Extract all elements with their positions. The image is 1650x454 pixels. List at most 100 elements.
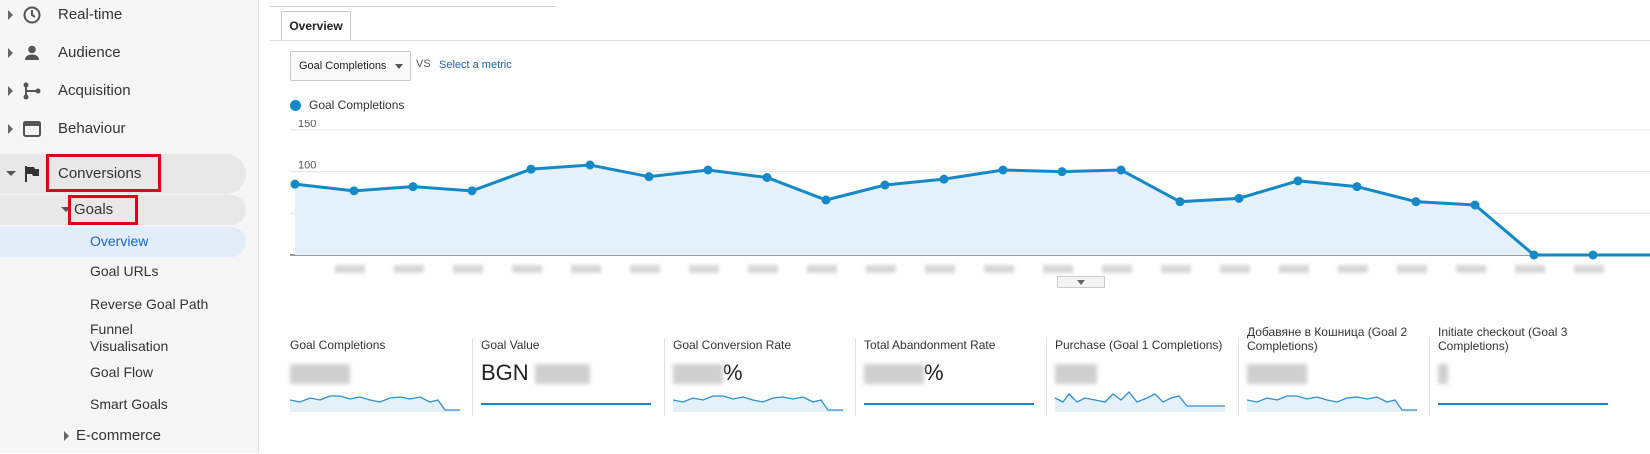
x-tick-label <box>1220 265 1250 273</box>
data-point <box>762 173 772 182</box>
data-point <box>1411 197 1421 207</box>
sidebar-item-realtime[interactable]: Real-time <box>0 0 248 33</box>
sidebar-item-goals[interactable]: Goals <box>58 192 218 228</box>
kpi-value: % <box>864 360 944 386</box>
x-tick-label <box>866 265 896 273</box>
goal-completions-chart: 150100500 <box>290 120 1650 260</box>
sidebar-item-acquisition[interactable]: Acquisition <box>0 73 248 109</box>
kpi-title: Goal Completions <box>290 338 386 352</box>
sidebar-item-label: Audience <box>58 44 121 61</box>
chart-collapse-button[interactable] <box>1057 276 1105 288</box>
sidebar-item-ecommerce[interactable]: E-commerce <box>58 418 218 454</box>
caret-down-icon <box>6 171 16 176</box>
y-tick-label: 100 <box>298 160 316 172</box>
legend-label[interactable]: Goal Completions <box>309 98 405 112</box>
x-tick-label <box>748 265 778 273</box>
acquisition-icon <box>23 82 41 100</box>
kpi-card[interactable]: Добавяне в Кошница (Goal 2 Completions) <box>1247 325 1437 416</box>
kpi-value <box>1247 360 1307 386</box>
x-tick-label <box>1515 265 1545 273</box>
x-tick-label <box>689 265 719 273</box>
legend-dot-icon <box>290 100 301 111</box>
kpi-value-suffix: % <box>924 360 944 385</box>
sidebar-item-label: Conversions <box>58 165 142 182</box>
kpi-title: Purchase (Goal 1 Completions) <box>1055 338 1223 352</box>
x-tick-label <box>1397 265 1427 273</box>
kpi-sparkline <box>864 403 1034 412</box>
sidebar-item-label: E-commerce <box>76 427 162 444</box>
tab-overview[interactable]: Overview <box>281 11 351 41</box>
kpi-sparkline-area <box>1055 392 1225 412</box>
series-area <box>295 165 1650 255</box>
goals-callout-box <box>68 195 138 225</box>
data-point <box>1057 167 1067 177</box>
sidebar-item-goals-overview[interactable]: Overview <box>90 233 149 249</box>
kpi-sparkline-line <box>673 395 843 411</box>
chevron-down-icon <box>395 64 403 69</box>
sidebar-item-funnel-visualisation[interactable]: Funnel Visualisation <box>90 321 169 354</box>
x-tick-label <box>1338 265 1368 273</box>
kpi-value-redacted <box>673 364 723 385</box>
sidebar-item-smart-goals[interactable]: Smart Goals <box>90 396 168 412</box>
kpi-sparkline <box>1055 391 1225 412</box>
sidebar-item-reverse-goal-path[interactable]: Reverse Goal Path <box>90 296 209 312</box>
person-icon <box>25 45 39 60</box>
y-tick-label: 150 <box>298 120 316 130</box>
kpi-separator <box>1429 338 1430 416</box>
kpi-value <box>290 360 350 386</box>
overview-highlight <box>0 227 246 257</box>
data-point <box>1175 197 1185 207</box>
conversions-callout-box <box>46 154 161 192</box>
metric-select[interactable]: Goal Completions <box>290 51 411 81</box>
caret-down-icon <box>61 207 71 212</box>
kpi-sparkline <box>290 395 460 412</box>
select-metric-link[interactable]: Select a metric <box>439 59 512 71</box>
kpi-value-redacted <box>1247 364 1307 385</box>
behaviour-icon <box>23 121 41 137</box>
kpi-card[interactable]: Goal Value BGN <box>481 338 671 416</box>
kpi-sparkline-line <box>1247 395 1417 411</box>
kpi-value-redacted <box>1438 364 1448 385</box>
kpi-value-prefix: BGN <box>481 360 535 385</box>
kpi-sparkline <box>673 395 843 412</box>
sidebar-item-goal-urls[interactable]: Goal URLs <box>90 263 159 279</box>
x-tick-label <box>807 265 837 273</box>
data-point <box>1470 200 1480 210</box>
kpi-sparkline-area <box>864 404 1034 412</box>
x-tick-label <box>453 265 483 273</box>
data-point <box>1588 250 1598 260</box>
sidebar-item-label: Behaviour <box>58 120 126 137</box>
kpi-card[interactable]: Goal Conversion Rate% <box>673 338 863 416</box>
x-tick-label <box>630 265 660 273</box>
kpi-sparkline-area <box>673 396 843 412</box>
x-tick-label <box>1102 265 1132 273</box>
kpi-sparkline <box>1247 395 1417 412</box>
data-point <box>821 195 831 205</box>
kpi-card[interactable]: Total Abandonment Rate% <box>864 338 1054 416</box>
tabbar-top-line <box>270 6 555 7</box>
kpi-card[interactable]: Purchase (Goal 1 Completions) <box>1055 338 1245 416</box>
x-tick-label <box>984 265 1014 273</box>
goals-highlight <box>0 195 246 225</box>
sidebar-item-audience[interactable]: Audience <box>0 35 248 71</box>
sidebar-item-label: Acquisition <box>58 82 131 99</box>
sidebar-item-behaviour[interactable]: Behaviour <box>0 111 248 147</box>
kpi-title: Total Abandonment Rate <box>864 338 996 352</box>
kpi-card[interactable]: Initiate checkout (Goal 3 Completions) <box>1438 325 1628 416</box>
x-tick-label <box>925 265 955 273</box>
sidebar-item-goal-flow[interactable]: Goal Flow <box>90 364 154 380</box>
sidebar-item-conversions[interactable]: Conversions <box>0 156 248 192</box>
kpi-separator <box>1238 338 1239 416</box>
kpi-sparkline-area <box>1247 396 1417 412</box>
data-point <box>408 182 418 192</box>
data-point <box>1352 182 1362 192</box>
kpi-card[interactable]: Goal Completions <box>290 338 480 416</box>
kpi-sparkline <box>481 403 651 405</box>
data-point <box>349 186 359 196</box>
series-line <box>294 163 1650 257</box>
flag-icon <box>25 166 39 182</box>
kpi-value-redacted <box>1055 364 1097 385</box>
kpi-value-redacted <box>864 364 924 385</box>
data-point <box>526 164 536 174</box>
x-tick-label <box>394 265 424 273</box>
